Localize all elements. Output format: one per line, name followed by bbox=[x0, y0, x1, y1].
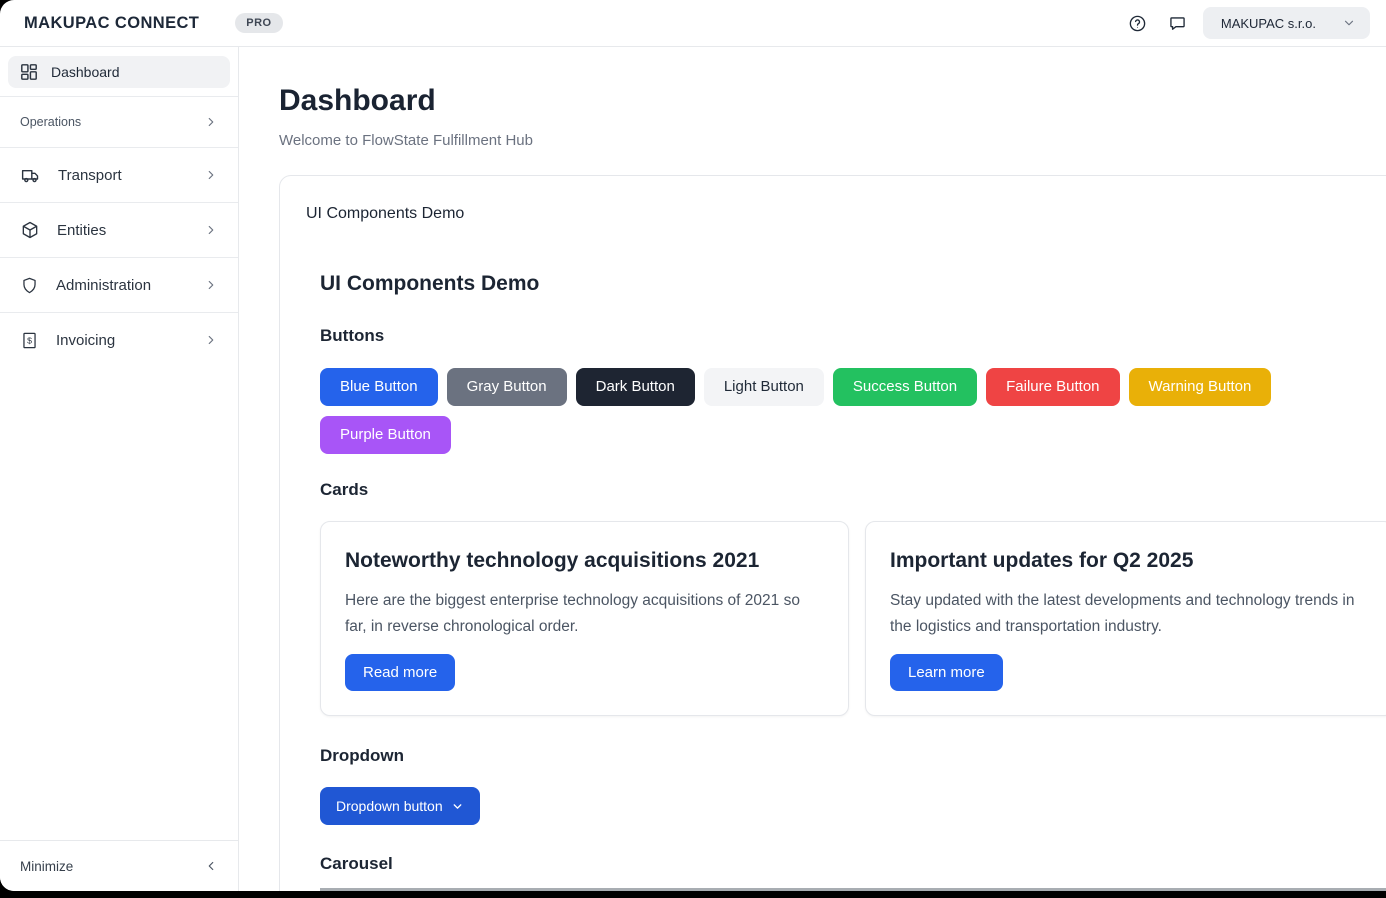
header-actions: MAKUPAC s.r.o. bbox=[1123, 7, 1370, 39]
sidebar-item-label: Entities bbox=[57, 221, 107, 239]
chat-button[interactable] bbox=[1163, 8, 1193, 38]
sidebar-divider bbox=[0, 312, 238, 313]
sidebar-item-administration[interactable]: Administration bbox=[0, 258, 238, 312]
dropdown-button[interactable]: Dropdown button bbox=[320, 787, 480, 825]
help-button[interactable] bbox=[1123, 8, 1153, 38]
sidebar-item-invoicing[interactable]: $ Invoicing bbox=[0, 313, 238, 367]
sidebar-item-label: Administration bbox=[56, 276, 152, 294]
main-content: Dashboard Welcome to FlowState Fulfillme… bbox=[239, 47, 1386, 891]
cards-section-title: Cards bbox=[320, 480, 369, 499]
buttons-section-title: Buttons bbox=[320, 326, 385, 345]
sidebar-item-entities[interactable]: Entities bbox=[0, 203, 238, 257]
sidebar: Dashboard Operations Transport bbox=[0, 47, 239, 891]
chevron-left-icon bbox=[204, 859, 218, 873]
warning-button[interactable]: Warning Button bbox=[1128, 368, 1272, 406]
chevron-right-icon bbox=[204, 223, 218, 237]
ui-components-panel: UI Components Demo UI Components Demo Bu… bbox=[279, 175, 1386, 891]
sidebar-item-label: Operations bbox=[20, 115, 82, 129]
dark-button[interactable]: Dark Button bbox=[575, 368, 695, 406]
truck-icon bbox=[20, 165, 41, 186]
failure-button[interactable]: Failure Button bbox=[986, 368, 1120, 406]
sidebar-divider bbox=[0, 147, 238, 148]
sidebar-divider bbox=[0, 202, 238, 203]
card-title: Noteworthy technology acquisitions 2021 bbox=[345, 549, 760, 572]
gray-button[interactable]: Gray Button bbox=[446, 368, 567, 406]
success-button[interactable]: Success Button bbox=[832, 368, 978, 406]
brand-logo: MAKUPAC CONNECT bbox=[24, 13, 200, 32]
chevron-down-icon bbox=[451, 800, 464, 813]
cube-icon bbox=[20, 220, 40, 240]
blue-button[interactable]: Blue Button bbox=[320, 368, 438, 406]
chevron-right-icon bbox=[204, 168, 218, 182]
sidebar-item-label: Invoicing bbox=[56, 331, 116, 349]
chevron-right-icon bbox=[204, 333, 218, 347]
panel-header-title: UI Components Demo bbox=[306, 205, 465, 222]
dashboard-grid-icon bbox=[20, 63, 38, 81]
chat-bubble-icon bbox=[1168, 14, 1187, 33]
sidebar-item-label: Transport bbox=[58, 166, 122, 184]
sidebar-item-dashboard[interactable]: Dashboard bbox=[8, 56, 230, 88]
buttons-row: Blue Button Gray Button Dark Button Ligh… bbox=[320, 368, 1386, 454]
svg-text:$: $ bbox=[27, 335, 32, 345]
page-subtitle: Welcome to FlowState Fulfillment Hub bbox=[279, 132, 533, 149]
card-text: Here are the biggest enterprise technolo… bbox=[345, 592, 800, 635]
organization-selector[interactable]: MAKUPAC s.r.o. bbox=[1202, 7, 1370, 39]
sidebar-spacer bbox=[0, 367, 238, 840]
dropdown-button-label: Dropdown button bbox=[336, 798, 443, 814]
pro-badge: PRO bbox=[235, 13, 283, 33]
dropdown-section-title: Dropdown bbox=[320, 746, 405, 765]
carousel[interactable] bbox=[320, 888, 1386, 891]
sidebar-item-transport[interactable]: Transport bbox=[0, 148, 238, 202]
card-text: Stay updated with the latest development… bbox=[890, 592, 1355, 635]
card-title: Important updates for Q2 2025 bbox=[890, 549, 1194, 572]
help-circle-icon bbox=[1128, 14, 1147, 33]
sidebar-divider bbox=[0, 257, 238, 258]
shield-icon bbox=[20, 276, 39, 295]
demo-heading: UI Components Demo bbox=[320, 272, 540, 295]
chevron-right-icon bbox=[204, 115, 218, 129]
card-acquisitions: Noteworthy technology acquisitions 2021 … bbox=[320, 521, 849, 716]
light-button[interactable]: Light Button bbox=[703, 368, 824, 406]
organization-name: MAKUPAC s.r.o. bbox=[1220, 15, 1316, 31]
cards-grid: Noteworthy technology acquisitions 2021 … bbox=[320, 521, 1386, 716]
sidebar-item-label: Dashboard bbox=[51, 64, 120, 80]
purple-button[interactable]: Purple Button bbox=[320, 416, 451, 454]
invoice-icon: $ bbox=[20, 331, 39, 350]
chevron-right-icon bbox=[204, 278, 218, 292]
page-title: Dashboard bbox=[279, 84, 436, 117]
top-header: MAKUPAC CONNECT PRO bbox=[0, 0, 1386, 47]
minimize-label: Minimize bbox=[20, 858, 74, 874]
sidebar-item-operations[interactable]: Operations bbox=[0, 97, 238, 147]
sidebar-divider bbox=[0, 96, 238, 97]
carousel-section-title: Carousel bbox=[320, 854, 393, 873]
learn-more-button[interactable]: Learn more bbox=[890, 654, 1003, 691]
chevron-down-icon bbox=[1342, 16, 1356, 30]
sidebar-minimize-button[interactable]: Minimize bbox=[0, 840, 238, 891]
read-more-button[interactable]: Read more bbox=[345, 654, 456, 691]
card-updates: Important updates for Q2 2025 Stay updat… bbox=[865, 521, 1386, 716]
